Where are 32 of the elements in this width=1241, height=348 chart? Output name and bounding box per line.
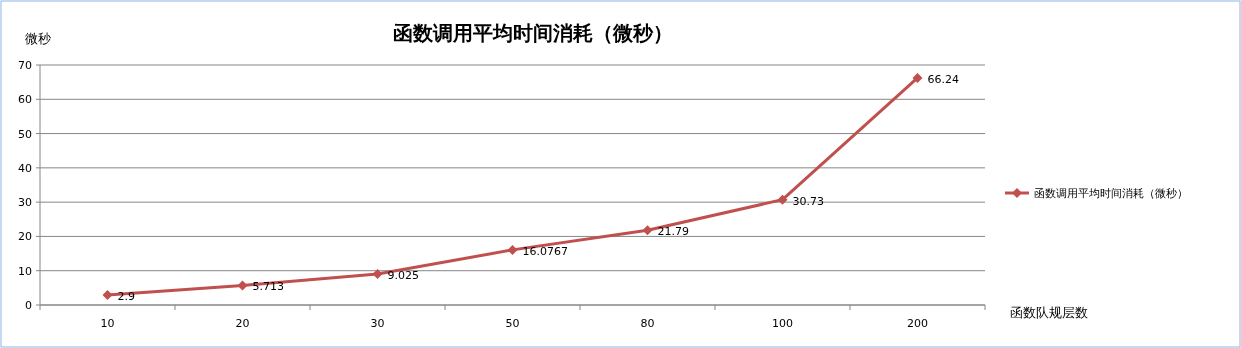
x-tick-label: 10 — [100, 317, 115, 330]
y-tick-label: 40 — [18, 161, 32, 175]
data-label: 5.713 — [252, 280, 284, 294]
y-tick-label: 10 — [18, 264, 32, 278]
data-label: 30.73 — [792, 194, 824, 208]
x-tick-label: 200 — [907, 317, 928, 330]
y-tick-label: 0 — [25, 299, 32, 312]
y-tick-label: 20 — [18, 230, 32, 244]
data-label: 21.79 — [657, 225, 689, 239]
x-tick-label: 100 — [772, 317, 793, 330]
chart-title: 函数调用平均时间消耗（微秒） — [392, 21, 673, 45]
data-label: 9.025 — [387, 269, 419, 283]
x-tick-label: 30 — [370, 317, 385, 330]
y-tick-label: 30 — [18, 196, 32, 210]
data-label: 16.0767 — [522, 244, 568, 258]
point — [372, 269, 383, 280]
point — [912, 72, 923, 83]
data-label: 66.24 — [927, 72, 959, 86]
x-tick-label: 80 — [640, 317, 655, 330]
y-axis-title: 微秒 — [25, 31, 51, 46]
x-tick-label: 20 — [235, 317, 250, 330]
point — [102, 290, 113, 301]
point — [777, 194, 788, 205]
x-axis-title: 函数队规层数 — [1010, 305, 1088, 320]
y-tick-label: 60 — [18, 93, 32, 107]
legend-label: 函数调用平均时间消耗（微秒） — [1034, 187, 1188, 200]
y-tick-label: 50 — [18, 127, 32, 141]
point — [642, 225, 653, 236]
point — [237, 280, 248, 291]
y-tick-label: 70 — [18, 59, 32, 72]
x-tick-label: 50 — [505, 317, 520, 330]
point — [507, 244, 518, 255]
